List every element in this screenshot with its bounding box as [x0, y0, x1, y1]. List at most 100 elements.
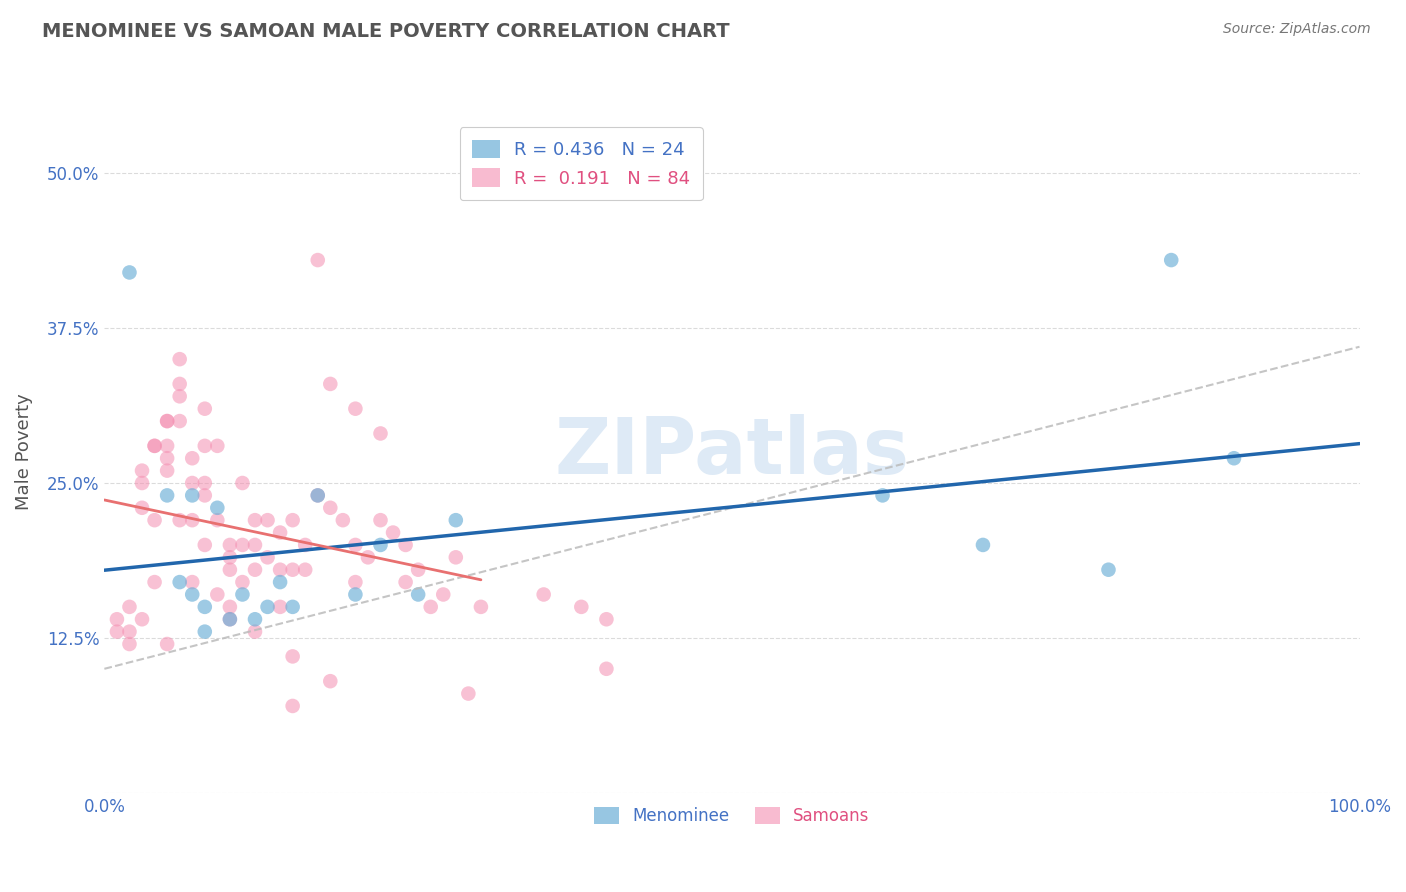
Point: [156, 414, 179, 428]
Point: [169, 389, 191, 403]
Point: [181, 513, 204, 527]
Y-axis label: Male Poverty: Male Poverty: [15, 393, 32, 510]
Point: [370, 426, 392, 441]
Legend: Menominee, Samoans: Menominee, Samoans: [588, 800, 876, 832]
Point: [307, 253, 329, 268]
Point: [357, 550, 380, 565]
Point: [118, 599, 141, 614]
Point: [243, 538, 266, 552]
Point: [344, 538, 367, 552]
Point: [281, 698, 304, 713]
Point: [444, 550, 467, 565]
Point: [319, 376, 342, 391]
Point: [269, 525, 291, 540]
Point: [118, 265, 141, 279]
Point: [118, 624, 141, 639]
Point: [243, 624, 266, 639]
Point: [269, 599, 291, 614]
Point: [131, 464, 153, 478]
Point: [256, 513, 278, 527]
Point: [281, 563, 304, 577]
Point: [105, 612, 128, 626]
Point: [370, 538, 392, 552]
Text: MENOMINEE VS SAMOAN MALE POVERTY CORRELATION CHART: MENOMINEE VS SAMOAN MALE POVERTY CORRELA…: [42, 22, 730, 41]
Point: [243, 612, 266, 626]
Point: [432, 587, 454, 601]
Point: [269, 563, 291, 577]
Point: [382, 525, 405, 540]
Point: [156, 451, 179, 466]
Point: [219, 599, 242, 614]
Point: [569, 599, 592, 614]
Point: [294, 563, 316, 577]
Point: [181, 587, 204, 601]
Point: [207, 500, 229, 515]
Point: [194, 488, 217, 502]
Point: [143, 439, 166, 453]
Point: [281, 649, 304, 664]
Point: [219, 563, 242, 577]
Point: [231, 587, 253, 601]
Point: [1223, 451, 1246, 466]
Point: [194, 624, 217, 639]
Point: [344, 587, 367, 601]
Point: [972, 538, 994, 552]
Point: [294, 538, 316, 552]
Point: [419, 599, 441, 614]
Point: [181, 451, 204, 466]
Point: [156, 488, 179, 502]
Point: [219, 538, 242, 552]
Point: [872, 488, 894, 502]
Point: [105, 624, 128, 639]
Point: [281, 599, 304, 614]
Point: [219, 612, 242, 626]
Point: [1097, 563, 1119, 577]
Point: [344, 401, 367, 416]
Point: [169, 376, 191, 391]
Point: [131, 500, 153, 515]
Point: [169, 414, 191, 428]
Point: [181, 488, 204, 502]
Point: [194, 599, 217, 614]
Point: [533, 587, 555, 601]
Text: Source: ZipAtlas.com: Source: ZipAtlas.com: [1223, 22, 1371, 37]
Point: [281, 513, 304, 527]
Point: [143, 439, 166, 453]
Point: [256, 550, 278, 565]
Point: [231, 575, 253, 590]
Point: [370, 513, 392, 527]
Point: [143, 513, 166, 527]
Point: [194, 538, 217, 552]
Point: [156, 414, 179, 428]
Point: [444, 513, 467, 527]
Point: [143, 575, 166, 590]
Point: [156, 637, 179, 651]
Point: [256, 599, 278, 614]
Point: [269, 575, 291, 590]
Point: [231, 538, 253, 552]
Point: [394, 575, 416, 590]
Point: [231, 475, 253, 490]
Point: [131, 475, 153, 490]
Point: [207, 587, 229, 601]
Point: [118, 637, 141, 651]
Point: [457, 687, 479, 701]
Text: ZIPatlas: ZIPatlas: [554, 414, 910, 490]
Point: [207, 513, 229, 527]
Point: [181, 575, 204, 590]
Point: [243, 563, 266, 577]
Point: [470, 599, 492, 614]
Point: [169, 352, 191, 367]
Point: [219, 612, 242, 626]
Point: [394, 538, 416, 552]
Point: [406, 587, 429, 601]
Point: [207, 439, 229, 453]
Point: [169, 513, 191, 527]
Point: [595, 662, 617, 676]
Point: [307, 488, 329, 502]
Point: [307, 488, 329, 502]
Point: [131, 612, 153, 626]
Point: [319, 500, 342, 515]
Point: [332, 513, 354, 527]
Point: [406, 563, 429, 577]
